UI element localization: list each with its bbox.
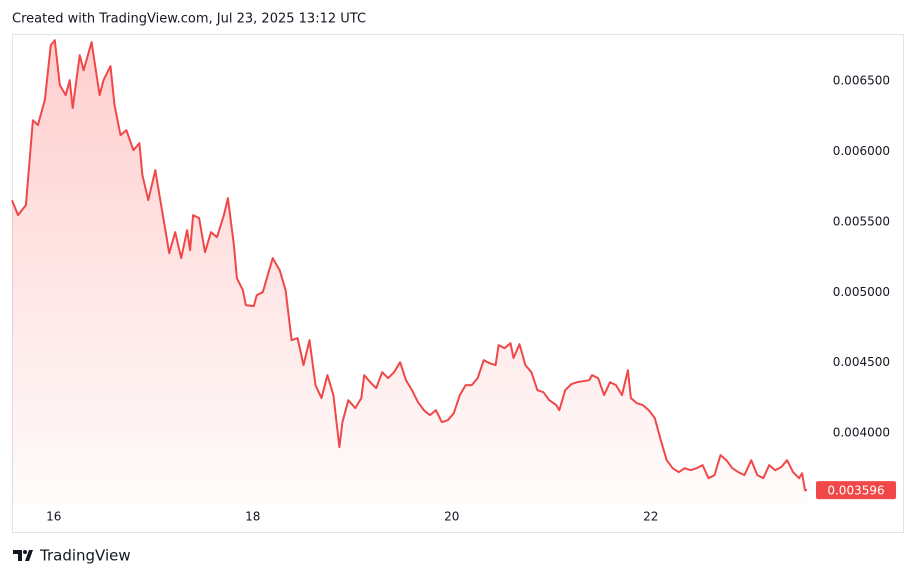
x-tick-label: 18 — [245, 510, 260, 524]
y-tick-label: 0.004000 — [833, 426, 890, 440]
y-tick-label: 0.004500 — [833, 355, 890, 369]
area-fill — [12, 40, 807, 505]
last-price-label: 0.003596 — [827, 484, 884, 498]
price-line — [11, 39, 808, 492]
y-tick-label: 0.006000 — [833, 144, 890, 158]
y-tick-label: 0.005500 — [833, 214, 890, 228]
brand-name: TradingView — [39, 547, 131, 565]
x-tick-label: 22 — [643, 510, 658, 524]
x-tick-label: 16 — [46, 510, 61, 524]
y-tick-label: 0.006500 — [833, 74, 890, 88]
y-tick-label: 0.005000 — [833, 285, 890, 299]
header: Created with TradingView.com, Jul 23, 20… — [12, 12, 366, 27]
last-price-badge — [816, 481, 896, 500]
x-tick-label: 20 — [444, 510, 459, 524]
brand-logo — [13, 550, 33, 561]
